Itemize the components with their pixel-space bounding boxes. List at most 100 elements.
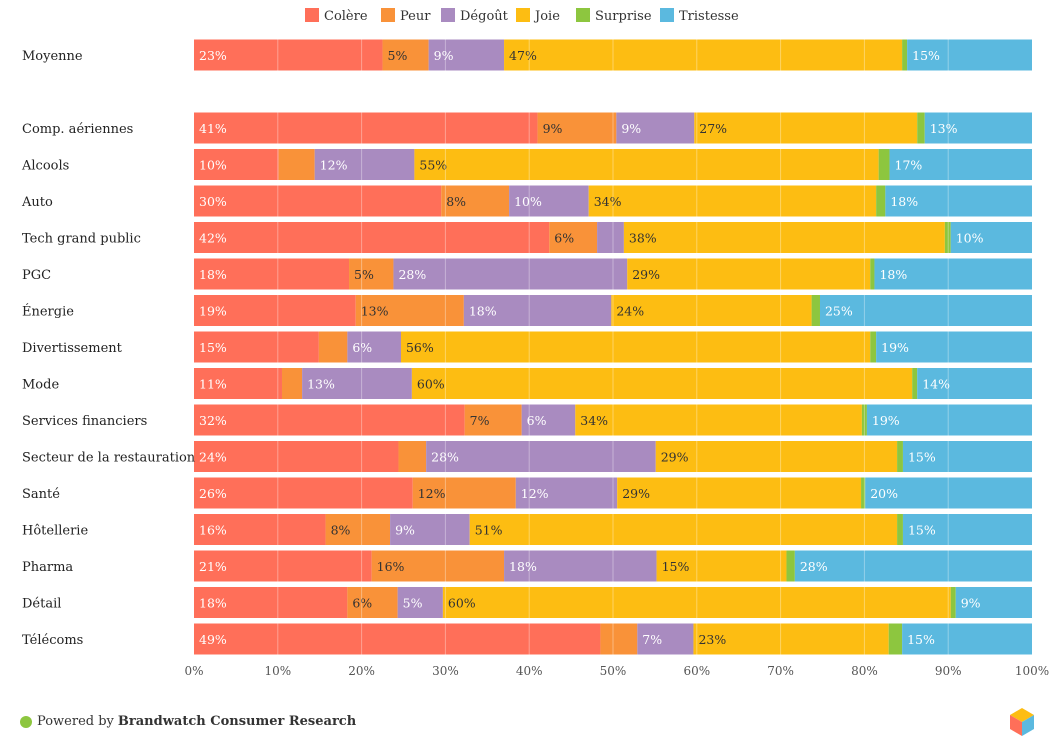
bar-segment-degout[interactable] bbox=[397, 587, 443, 618]
bar-segment-peur[interactable] bbox=[412, 477, 516, 509]
bar-segment-joie[interactable] bbox=[694, 112, 918, 144]
bar-segment-surprise[interactable] bbox=[902, 39, 908, 71]
bar-segment-surprise[interactable] bbox=[878, 149, 890, 180]
bar-segment-tristesse[interactable] bbox=[874, 258, 1032, 290]
bar-segment-surprise[interactable] bbox=[944, 222, 951, 253]
bar-segment-joie[interactable] bbox=[442, 587, 951, 618]
bar-segment-peur[interactable] bbox=[464, 404, 522, 436]
bar-segment-joie[interactable] bbox=[588, 185, 877, 217]
legend-swatch-surprise[interactable] bbox=[576, 8, 590, 22]
legend-swatch-peur[interactable] bbox=[381, 8, 395, 22]
bar-segment-degout[interactable] bbox=[347, 331, 401, 363]
bar-segment-peur[interactable] bbox=[318, 331, 348, 363]
bar-segment-colere[interactable] bbox=[194, 404, 465, 436]
bar-segment-surprise[interactable] bbox=[811, 295, 820, 326]
bar-segment-colere[interactable] bbox=[194, 222, 550, 253]
bar-segment-degout[interactable] bbox=[515, 477, 618, 509]
bar-segment-tristesse[interactable] bbox=[902, 441, 1032, 472]
bar-segment-joie[interactable] bbox=[693, 623, 889, 655]
bar-segment-degout[interactable] bbox=[597, 222, 624, 253]
bar-segment-degout[interactable] bbox=[509, 185, 589, 217]
bar-segment-degout[interactable] bbox=[314, 149, 415, 180]
bar-segment-surprise[interactable] bbox=[861, 404, 867, 436]
bar-segment-tristesse[interactable] bbox=[885, 185, 1032, 217]
bar-segment-colere[interactable] bbox=[194, 185, 442, 217]
bar-segment-joie[interactable] bbox=[611, 295, 812, 326]
bar-segment-tristesse[interactable] bbox=[889, 149, 1032, 180]
bar-segment-joie[interactable] bbox=[469, 514, 898, 545]
bar-segment-colere[interactable] bbox=[194, 514, 326, 545]
bar-segment-colere[interactable] bbox=[194, 550, 372, 582]
bar-segment-peur[interactable] bbox=[537, 112, 617, 144]
bar-segment-degout[interactable] bbox=[426, 441, 656, 472]
legend-label-surprise[interactable]: Surprise bbox=[595, 9, 652, 24]
bar-segment-joie[interactable] bbox=[414, 149, 879, 180]
bar-segment-degout[interactable] bbox=[302, 368, 412, 399]
bar-segment-joie[interactable] bbox=[623, 222, 945, 253]
bar-segment-degout[interactable] bbox=[637, 623, 694, 655]
legend-label-joie[interactable]: Joie bbox=[533, 9, 560, 24]
bar-segment-surprise[interactable] bbox=[917, 112, 925, 144]
bar-segment-degout[interactable] bbox=[428, 39, 505, 71]
bar-segment-colere[interactable] bbox=[194, 368, 282, 399]
bar-segment-peur[interactable] bbox=[600, 623, 638, 655]
bar-segment-degout[interactable] bbox=[393, 258, 628, 290]
legend-swatch-colere[interactable] bbox=[305, 8, 319, 22]
bar-segment-joie[interactable] bbox=[411, 368, 913, 399]
bar-segment-joie[interactable] bbox=[617, 477, 862, 509]
legend-swatch-joie[interactable] bbox=[516, 8, 530, 22]
bar-segment-colere[interactable] bbox=[194, 295, 356, 326]
bar-segment-joie[interactable] bbox=[655, 441, 898, 472]
bar-segment-joie[interactable] bbox=[504, 39, 903, 71]
bar-segment-peur[interactable] bbox=[398, 441, 427, 472]
bar-segment-surprise[interactable] bbox=[950, 587, 956, 618]
bar-segment-tristesse[interactable] bbox=[955, 587, 1032, 618]
bar-segment-tristesse[interactable] bbox=[794, 550, 1032, 582]
bar-segment-degout[interactable] bbox=[521, 404, 576, 436]
bar-segment-tristesse[interactable] bbox=[917, 368, 1032, 399]
bar-segment-tristesse[interactable] bbox=[819, 295, 1032, 326]
bar-segment-peur[interactable] bbox=[382, 39, 429, 71]
bar-segment-surprise[interactable] bbox=[912, 368, 918, 399]
brand-name[interactable]: Brandwatch Consumer Research bbox=[117, 714, 357, 729]
bar-segment-joie[interactable] bbox=[575, 404, 862, 436]
bar-segment-colere[interactable] bbox=[194, 477, 413, 509]
bar-segment-tristesse[interactable] bbox=[950, 222, 1032, 253]
bar-segment-degout[interactable] bbox=[463, 295, 612, 326]
bar-segment-joie[interactable] bbox=[627, 258, 871, 290]
bar-segment-tristesse[interactable] bbox=[902, 623, 1032, 655]
bar-segment-peur[interactable] bbox=[371, 550, 505, 582]
bar-segment-surprise[interactable] bbox=[786, 550, 795, 582]
bar-segment-tristesse[interactable] bbox=[907, 39, 1032, 71]
bar-segment-peur[interactable] bbox=[549, 222, 598, 253]
bar-segment-colere[interactable] bbox=[194, 39, 383, 71]
bar-segment-degout[interactable] bbox=[616, 112, 695, 144]
bar-segment-peur[interactable] bbox=[325, 514, 391, 545]
bar-segment-peur[interactable] bbox=[441, 185, 510, 217]
legend-label-degout[interactable]: Dégoût bbox=[460, 9, 509, 24]
bar-segment-peur[interactable] bbox=[278, 149, 315, 180]
bar-segment-colere[interactable] bbox=[194, 441, 399, 472]
bar-segment-colere[interactable] bbox=[194, 587, 348, 618]
legend-swatch-degout[interactable] bbox=[441, 8, 455, 22]
bar-segment-peur[interactable] bbox=[349, 258, 394, 290]
bar-segment-peur[interactable] bbox=[355, 295, 464, 326]
bar-segment-peur[interactable] bbox=[347, 587, 398, 618]
bar-segment-joie[interactable] bbox=[656, 550, 787, 582]
bar-segment-tristesse[interactable] bbox=[924, 112, 1032, 144]
bar-segment-degout[interactable] bbox=[390, 514, 470, 545]
bar-segment-colere[interactable] bbox=[194, 258, 350, 290]
bar-segment-surprise[interactable] bbox=[870, 258, 875, 290]
bar-segment-colere[interactable] bbox=[194, 149, 279, 180]
bar-segment-joie[interactable] bbox=[400, 331, 871, 363]
bar-segment-tristesse[interactable] bbox=[902, 514, 1032, 545]
bar-segment-surprise[interactable] bbox=[888, 623, 903, 655]
bar-segment-surprise[interactable] bbox=[861, 477, 866, 509]
bar-segment-degout[interactable] bbox=[504, 550, 657, 582]
bar-segment-surprise[interactable] bbox=[897, 514, 903, 545]
bar-segment-tristesse[interactable] bbox=[866, 404, 1032, 436]
bar-segment-colere[interactable] bbox=[194, 112, 538, 144]
bar-segment-surprise[interactable] bbox=[870, 331, 877, 363]
bar-segment-surprise[interactable] bbox=[897, 441, 903, 472]
bar-segment-tristesse[interactable] bbox=[876, 331, 1032, 363]
